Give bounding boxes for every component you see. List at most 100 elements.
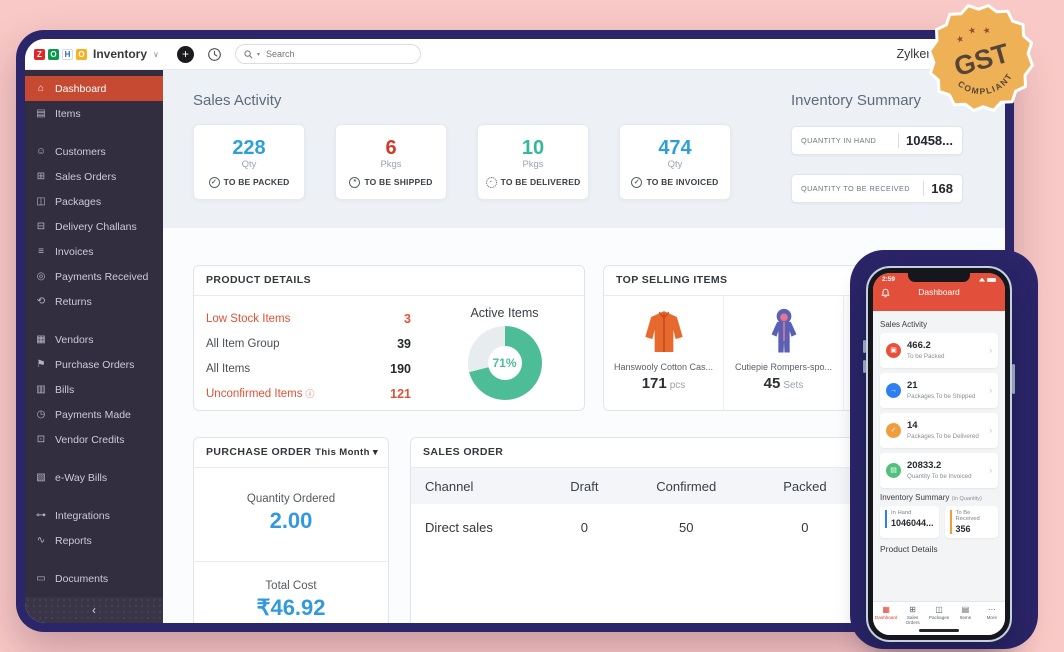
all-items-row[interactable]: All Items 190: [206, 356, 411, 381]
card-value: 14: [907, 420, 918, 431]
dropdown-caret-icon: ▾: [372, 447, 378, 458]
sidebar-item-label: Packages: [55, 195, 102, 208]
items-icon: ▤: [961, 605, 970, 614]
tab-more[interactable]: ⋯ More: [979, 605, 1005, 620]
panel-title: PURCHASE ORDER: [206, 446, 312, 458]
phone-to-be-delivered-card[interactable]: ✓ 14 Packages To be Delivered ›: [880, 413, 998, 448]
zoho-logo-tile: Z: [34, 48, 45, 60]
purchase-order-panel: PURCHASE ORDER This Month ▾ Quantity Orde…: [193, 437, 389, 623]
bell-icon[interactable]: [881, 285, 890, 303]
packed-icon: ▣: [886, 343, 901, 358]
tab-dashboard[interactable]: ▦ Dashboard: [873, 605, 899, 620]
sidebar-item-returns[interactable]: ⟲ Returns: [25, 289, 163, 314]
tab-packages[interactable]: ◫ Packages: [926, 605, 952, 620]
quantity-ordered-section: Quantity Ordered 2.00: [194, 468, 388, 561]
package-icon: ◫: [935, 605, 943, 614]
all-item-group-row[interactable]: All Item Group 39: [206, 331, 411, 356]
info-icon[interactable]: ⓘ: [305, 389, 315, 399]
phone-inventory-sub-label: (In Quantity): [951, 496, 982, 502]
top-selling-item[interactable]: Cutiepie Rompers-spo... 45 Sets: [724, 296, 844, 410]
sidebar-item-label: Vendor Credits: [55, 433, 125, 446]
clock-icon: ◷: [36, 409, 46, 420]
to-be-shipped-card[interactable]: 6 Pkgs * TO BE SHIPPED: [335, 124, 447, 200]
sidebar-item-customers[interactable]: ☺ Customers: [25, 139, 163, 164]
phone-to-be-shipped-card[interactable]: → 21 Packages To be Shipped ›: [880, 373, 998, 408]
phone-to-be-received-card[interactable]: To Be Received 356: [944, 506, 998, 538]
sidebar-item-payments-made[interactable]: ◷ Payments Made: [25, 402, 163, 427]
tab-label: Items: [959, 615, 972, 620]
phone-to-be-packed-card[interactable]: ▣ 466.2 To be Packed ›: [880, 333, 998, 368]
tab-sales-orders[interactable]: ⊞ Sales Orders: [899, 605, 925, 625]
plus-icon: +: [181, 46, 189, 61]
sidebar-item-integrations[interactable]: ⊶ Integrations: [25, 503, 163, 528]
card-label: Packages To be Delivered: [907, 433, 979, 440]
recent-history-icon[interactable]: [207, 47, 222, 62]
sidebar-item-label: Integrations: [55, 509, 110, 522]
phone-product-details-label: Product Details: [880, 544, 938, 554]
to-be-packed-card[interactable]: 228 Qty ✓ TO BE PACKED: [193, 124, 305, 200]
sidebar-item-dashboard[interactable]: ⌂ Dashboard: [25, 76, 163, 101]
sidebar-item-payments-received[interactable]: ◎ Payments Received: [25, 264, 163, 289]
sidebar-item-items[interactable]: ▤ Items: [25, 101, 163, 126]
sidebar-item-vendors[interactable]: ▦ Vendors: [25, 327, 163, 352]
panel-title: PRODUCT DETAILS: [194, 266, 584, 296]
search-scope-caret-icon[interactable]: ▾: [257, 51, 261, 58]
phone-volume-button: [863, 340, 866, 353]
sidebar-item-invoices[interactable]: ≡ Invoices: [25, 239, 163, 264]
phone-to-be-invoiced-card[interactable]: ▤ 20833.2 Quantity To be Invoiced ›: [880, 453, 998, 488]
tab-items[interactable]: ▤ Items: [952, 605, 978, 620]
phone-tab-bar: ▦ Dashboard ⊞ Sales Orders ◫ Packages ▤ Item…: [873, 601, 1005, 635]
card-value: 1046044...: [891, 518, 934, 528]
dashboard-icon: ▦: [882, 605, 890, 614]
phone-notch: [908, 273, 970, 282]
card-unit: Qty: [241, 158, 257, 170]
quantity-in-hand-field: QUANTITY IN HAND 10458...: [791, 126, 963, 155]
sidebar-item-packages[interactable]: ◫ Packages: [25, 189, 163, 214]
purchase-order-period-dropdown[interactable]: This Month ▾: [315, 438, 378, 467]
sidebar: Z O H O Inventory ∨ ⌂ Dashboard ▤ Items ☺ C…: [25, 39, 163, 623]
sidebar-item-sales-orders[interactable]: ⊞ Sales Orders: [25, 164, 163, 189]
confirmed-cell: 50: [678, 519, 694, 535]
sidebar-item-label: Documents: [55, 572, 109, 585]
to-be-invoiced-card[interactable]: 474 Qty ✓ TO BE INVOICED: [619, 124, 731, 200]
chart-icon: ∿: [36, 535, 46, 546]
phone-mockup: 2:59 Dashboard Sales Activity ▣ 466.2 To …: [863, 266, 1015, 642]
column-header: Channel: [411, 468, 551, 504]
card-value: 10: [521, 136, 545, 159]
sidebar-item-purchase-orders[interactable]: ⚑ Purchase Orders: [25, 352, 163, 377]
sidebar-item-bills[interactable]: ▥ Bills: [25, 377, 163, 402]
section-value: 2.00: [269, 508, 313, 533]
search-input[interactable]: [264, 48, 412, 60]
sidebar-item-label: Dashboard: [55, 82, 107, 95]
search-box[interactable]: ▾: [235, 44, 421, 64]
payment-icon: ◎: [36, 271, 46, 282]
unconfirmed-items-row[interactable]: Unconfirmed Items ⓘ 121: [206, 381, 411, 406]
org-name: Zylker: [896, 47, 931, 61]
chevron-left-icon: ‹: [92, 603, 96, 617]
card-status: TO BE DELIVERED: [500, 177, 581, 187]
sidebar-item-reports[interactable]: ∿ Reports: [25, 528, 163, 553]
row-value: 121: [390, 386, 411, 401]
top-selling-item[interactable]: Hanswooly Cotton Cas... 171 pcs: [604, 296, 724, 410]
romper-product-image: [767, 302, 801, 360]
low-stock-row[interactable]: Low Stock Items 3: [206, 306, 411, 331]
return-icon: ⟲: [36, 296, 46, 307]
row-value: 190: [390, 361, 411, 376]
card-label: To Be Received: [955, 510, 980, 522]
phone-in-hand-card[interactable]: In Hand 1046044...: [880, 506, 939, 538]
card-value: 20833.2: [907, 460, 942, 471]
sales-order-table: Channel Draft Confirmed Packed Shipped D…: [411, 468, 965, 550]
badge-star-icon: ★: [981, 24, 992, 36]
org-switcher[interactable]: Z O H O Inventory ∨: [25, 39, 163, 70]
sidebar-item-documents[interactable]: ▭ Documents: [25, 566, 163, 591]
sidebar-item-eway-bills[interactable]: ▧ e-Way Bills: [25, 465, 163, 490]
sidebar-collapse-button[interactable]: ‹: [25, 597, 163, 623]
sidebar-item-vendor-credits[interactable]: ⊡ Vendor Credits: [25, 427, 163, 452]
section-value: ₹46.92: [256, 595, 326, 620]
sidebar-item-delivery-challans[interactable]: ⊟ Delivery Challans: [25, 214, 163, 239]
phone-page-title: Dashboard: [918, 287, 960, 297]
row-value: 3: [404, 311, 411, 326]
check-icon: ✓: [886, 423, 901, 438]
to-be-delivered-card[interactable]: 10 Pkgs · TO BE DELIVERED: [477, 124, 589, 200]
quick-create-button[interactable]: +: [177, 45, 194, 63]
